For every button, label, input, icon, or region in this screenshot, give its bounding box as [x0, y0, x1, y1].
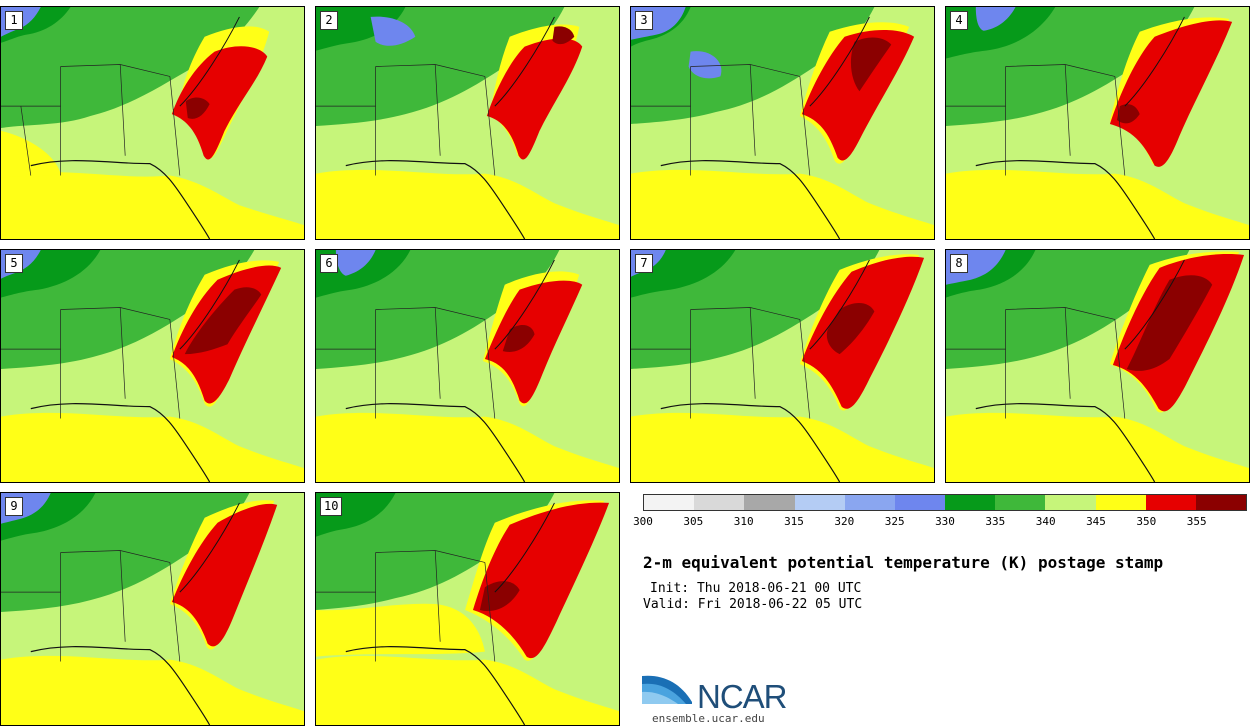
- colorbar-tick-label: 300: [633, 515, 653, 528]
- ncar-logo-icon: [642, 675, 692, 704]
- panel-label: 5: [5, 254, 23, 273]
- colorbar-ticks: 300 305 310 315 320 325 330 335 340 345 350 355: [633, 515, 1247, 529]
- panel-label: 8: [950, 254, 968, 273]
- theta-e-map: [1, 250, 304, 482]
- map-panel-1: 1: [0, 6, 305, 240]
- colorbar-tick-label: 325: [884, 515, 905, 528]
- colorbar-swatch: [744, 495, 795, 510]
- theta-e-map: [1, 7, 304, 239]
- map-panel-5: 5: [0, 249, 305, 483]
- panel-label: 10: [320, 497, 343, 516]
- colorbar-swatch: [1095, 495, 1146, 510]
- panel-label: 2: [320, 11, 338, 30]
- colorbar-swatch: [794, 495, 845, 510]
- colorbar-swatch: [995, 495, 1046, 510]
- valid-time: Valid: Fri 2018-06-22 05 UTC: [643, 597, 863, 612]
- colorbar-tick-label: 315: [784, 515, 804, 528]
- theta-e-map: [316, 7, 619, 239]
- colorbar-tick-label: 310: [733, 515, 754, 528]
- colorbar-swatch: [844, 495, 895, 510]
- theta-e-map: [316, 250, 619, 482]
- colorbar-swatch: [694, 495, 745, 510]
- theta-e-map: [946, 250, 1249, 482]
- map-panel-10: 10: [315, 492, 620, 726]
- colorbar-swatch: [1145, 495, 1196, 510]
- map-panel-4: 4: [945, 6, 1250, 240]
- theta-e-map: [631, 7, 934, 239]
- colorbar-tick-label: 305: [683, 515, 704, 528]
- colorbar-tick-label: 330: [935, 515, 955, 528]
- colorbar-tick-label: 335: [985, 515, 1006, 528]
- panel-label: 6: [320, 254, 338, 273]
- figure-title: 2-m equivalent potential temperature (K)…: [643, 553, 1164, 572]
- map-panel-6: 6: [315, 249, 620, 483]
- panel-label: 7: [635, 254, 653, 273]
- colorbar: [643, 494, 1247, 511]
- panel-label: 9: [5, 497, 23, 516]
- colorbar-swatch: [644, 495, 695, 510]
- panel-label: 3: [635, 11, 653, 30]
- logo-url: ensemble.ucar.edu: [652, 712, 765, 725]
- theta-e-map: [316, 493, 619, 725]
- colorbar-swatch: [945, 495, 996, 510]
- panel-label: 4: [950, 11, 968, 30]
- theta-e-map: [1, 493, 304, 725]
- colorbar-tick-label: 340: [1035, 515, 1056, 528]
- map-panel-3: 3: [630, 6, 935, 240]
- colorbar-tick-label: 350: [1136, 515, 1157, 528]
- map-panel-8: 8: [945, 249, 1250, 483]
- colorbar-swatch: [894, 495, 946, 510]
- map-panel-2: 2: [315, 6, 620, 240]
- colorbar-swatch: [1195, 495, 1247, 510]
- colorbar-tick-label: 320: [834, 515, 855, 528]
- colorbar-swatch: [1045, 495, 1096, 510]
- ncar-logo-text: NCAR: [697, 678, 788, 715]
- map-panel-9: 9: [0, 492, 305, 726]
- panel-label: 1: [5, 11, 23, 30]
- map-panel-7: 7: [630, 249, 935, 483]
- theta-e-map: [631, 250, 934, 482]
- theta-e-map: [946, 7, 1249, 239]
- colorbar-tick-label: 345: [1086, 515, 1106, 528]
- init-time: Init: Thu 2018-06-21 00 UTC: [650, 581, 862, 596]
- colorbar-tick-label: 355: [1186, 515, 1207, 528]
